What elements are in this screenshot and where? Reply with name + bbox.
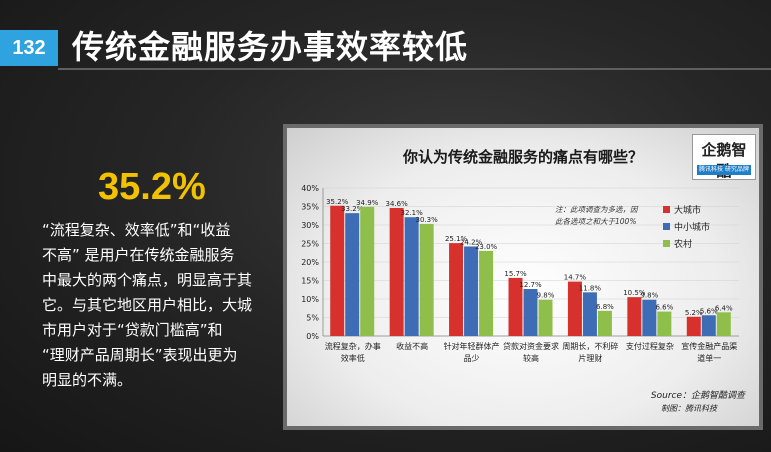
description-line: 市用户对于“贷款门槛高”和 xyxy=(42,321,223,339)
data-label: 14.7% xyxy=(564,274,587,282)
bar xyxy=(627,297,642,336)
y-tick-label: 5% xyxy=(306,314,319,323)
description-line: “理财产品周期长”表现出更为 xyxy=(42,346,238,364)
bar xyxy=(642,299,657,336)
y-tick-label: 15% xyxy=(301,277,319,286)
x-category-label: 流程复杂，办事 xyxy=(325,341,381,351)
y-tick-label: 0% xyxy=(306,332,319,341)
x-category-label: 针对年轻群体产 xyxy=(444,341,500,351)
slide-title: 传统金融服务办事效率较低 xyxy=(72,28,469,66)
bar xyxy=(345,213,360,336)
description-line: 不高” 是用户在传统金融服务 xyxy=(42,246,235,264)
legend-swatch xyxy=(663,206,670,213)
bar xyxy=(419,223,434,336)
y-tick-label: 35% xyxy=(301,203,319,212)
legend-label: 中小城市 xyxy=(674,221,710,233)
bar xyxy=(686,316,701,336)
data-label: 10.5% xyxy=(623,289,646,297)
description-text: “流程复杂、效率低”和“收益 不高” 是用户在传统金融服务 中最大的两个痛点，明… xyxy=(42,218,277,393)
highlight-statistic: 35.2% xyxy=(98,166,206,208)
data-label: 6.4% xyxy=(715,304,733,312)
legend-swatch xyxy=(663,240,670,247)
bar xyxy=(597,310,612,336)
data-label: 35.2% xyxy=(326,198,349,206)
bar xyxy=(701,315,716,336)
description-line: “流程复杂、效率低”和“收益 xyxy=(42,221,231,239)
data-label: 9.8% xyxy=(537,292,555,300)
bar xyxy=(360,206,375,336)
data-label: 15.7% xyxy=(504,270,527,278)
data-label: 6.6% xyxy=(655,304,673,312)
bar-chart: 你认为传统金融服务的痛点有哪些？ 0% 5% 10% 15% 20% 25% 30% 35% 40… xyxy=(301,148,747,413)
chart-note: 此各选项之和大于100% xyxy=(555,217,636,226)
bar xyxy=(389,207,404,336)
bar xyxy=(330,205,345,336)
y-tick-label: 40% xyxy=(301,184,319,193)
bar xyxy=(523,289,538,336)
y-tick-label: 30% xyxy=(301,221,319,230)
description-line: 中最大的两个痛点，明显高于其 xyxy=(42,271,253,289)
bar xyxy=(449,243,464,336)
y-tick-label: 25% xyxy=(301,240,319,249)
bar xyxy=(508,277,523,336)
bar xyxy=(479,250,494,336)
data-label: 9.8% xyxy=(640,292,658,300)
data-label: 33.2% xyxy=(341,205,364,213)
bar xyxy=(582,292,597,336)
legend-label: 大城市 xyxy=(674,204,701,216)
y-tick-label: 20% xyxy=(301,258,319,267)
chart-source: Source：企鹅智酷调查 xyxy=(651,390,747,401)
x-category-label: 贷款对资金要求 xyxy=(503,341,559,351)
y-tick-label: 10% xyxy=(301,295,319,304)
legend-label: 农村 xyxy=(674,238,692,250)
x-category-label: 片理财 xyxy=(578,353,602,363)
data-label: 25.1% xyxy=(445,235,468,243)
bar xyxy=(538,299,553,336)
legend-swatch xyxy=(663,223,670,230)
x-category-label: 宣传金融产品渠 xyxy=(681,341,737,351)
chart-credit: 制图：腾讯科技 xyxy=(661,404,718,413)
bar xyxy=(464,246,479,336)
brand-logo: 企鹅智酷 腾讯科技 研究品牌 xyxy=(692,134,756,180)
x-category-label: 周期长，不利碎 xyxy=(562,341,618,351)
bar xyxy=(567,281,582,336)
x-category-label: 收益不高 xyxy=(396,341,428,351)
chart-note: 注：此项调查为多选，因 xyxy=(555,205,639,214)
logo-subtitle: 腾讯科技 研究品牌 xyxy=(697,165,751,175)
data-label: 11.8% xyxy=(579,284,602,292)
data-label: 30.3% xyxy=(416,216,439,224)
bar xyxy=(716,312,731,336)
data-label: 34.6% xyxy=(386,200,409,208)
x-category-label: 品少 xyxy=(464,354,480,363)
bar xyxy=(404,217,419,336)
x-category-label: 较高 xyxy=(523,353,539,363)
x-category-label: 支付过程复杂 xyxy=(626,341,674,351)
description-line: 明显的不满。 xyxy=(42,371,133,389)
data-label: 24.2% xyxy=(460,238,483,246)
slide-number: 132 xyxy=(0,30,58,66)
title-divider xyxy=(58,68,771,70)
data-label: 5.6% xyxy=(700,307,718,315)
bar xyxy=(657,311,672,336)
data-label: 6.8% xyxy=(596,303,614,311)
data-label: 32.1% xyxy=(401,209,424,217)
data-label: 23.0% xyxy=(475,243,498,251)
data-label: 12.7% xyxy=(519,281,542,289)
chart-title: 你认为传统金融服务的痛点有哪些？ xyxy=(402,148,643,166)
x-category-label: 道单一 xyxy=(697,353,721,363)
x-category-label: 效率低 xyxy=(341,353,365,363)
description-line: 它。与其它地区用户相比，大城 xyxy=(42,296,253,314)
data-label: 34.9% xyxy=(356,199,379,207)
data-label: 5.2% xyxy=(685,309,703,317)
